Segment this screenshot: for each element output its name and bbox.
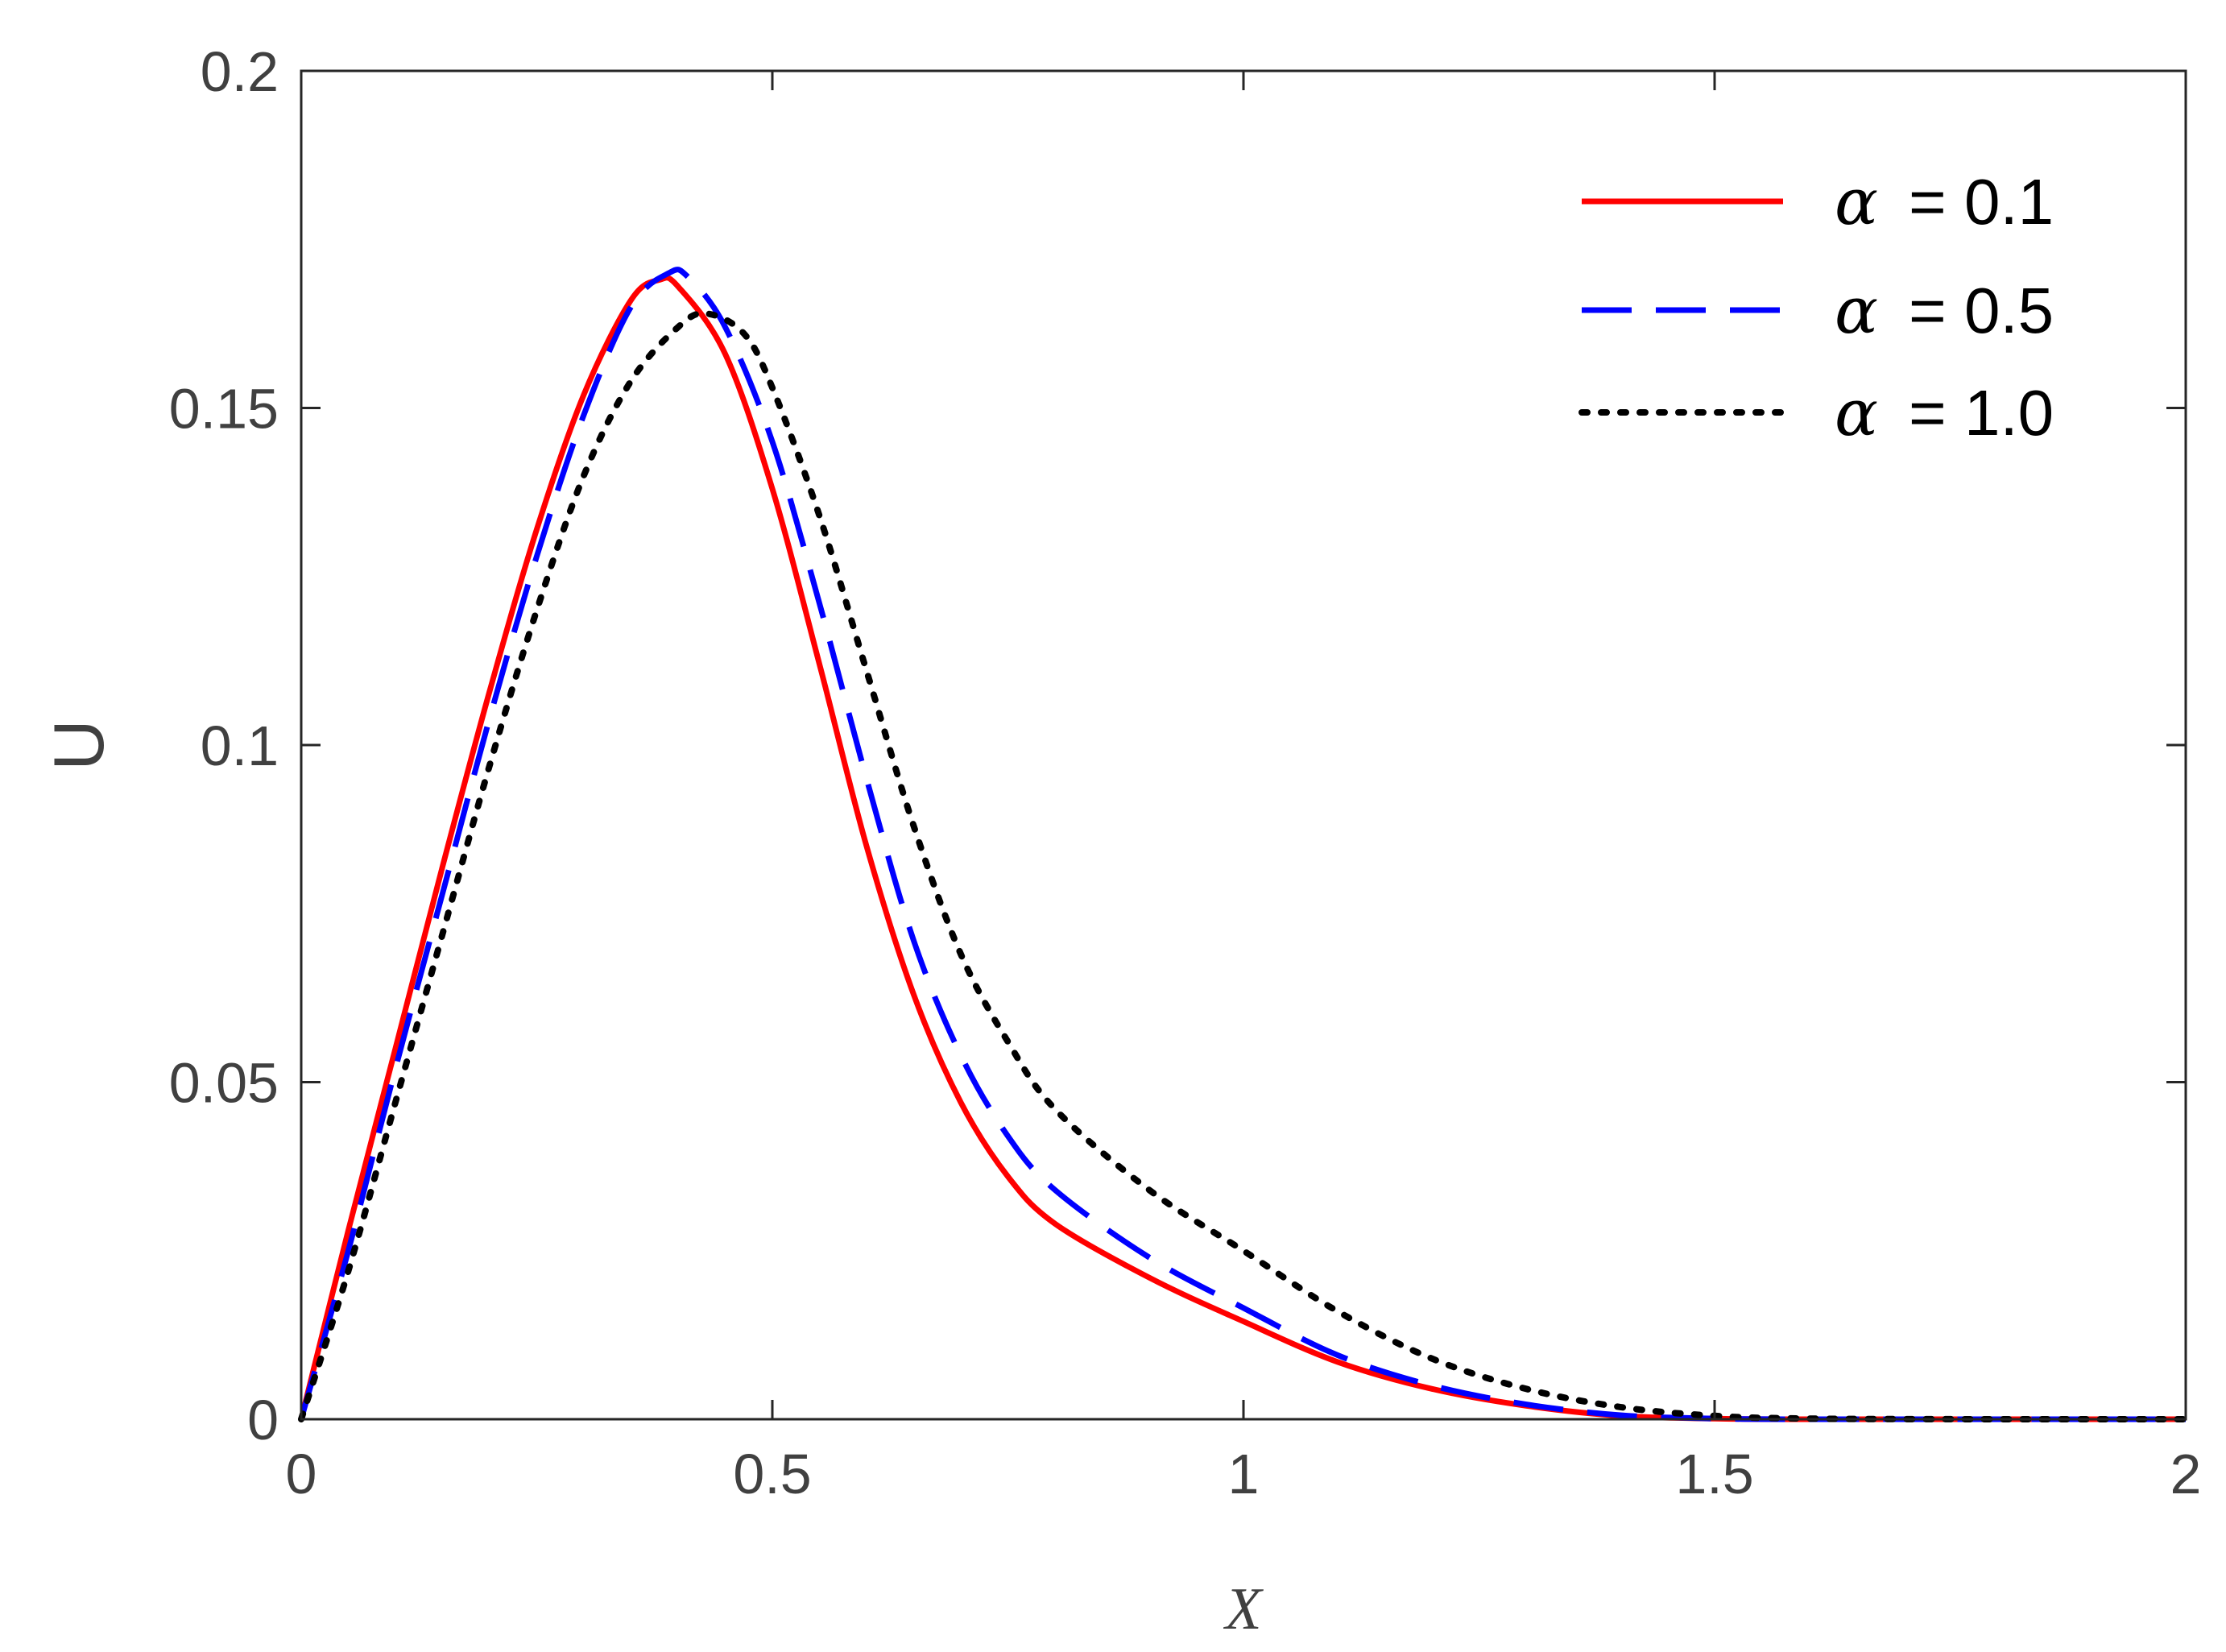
legend-symbol-alpha: α bbox=[1835, 375, 1878, 450]
x-tick-label-4: 2 bbox=[2170, 1443, 2202, 1505]
legend-entry-2: α = 1.0 bbox=[1578, 375, 2054, 450]
legend-symbol-alpha: α bbox=[1835, 164, 1878, 239]
y-tick-label-3: 0.15 bbox=[169, 378, 279, 441]
y-axis-label: U bbox=[39, 719, 118, 771]
x-axis-label: X bbox=[1223, 1576, 1264, 1642]
legend-value-0: = 0.1 bbox=[1909, 166, 2054, 238]
series-line-2 bbox=[298, 310, 2189, 1423]
y-tick-label-0: 0 bbox=[247, 1389, 279, 1451]
series-layer bbox=[298, 267, 2189, 1423]
legend-value-2: = 1.0 bbox=[1909, 377, 2054, 449]
series-line-1 bbox=[298, 267, 2186, 1422]
x-tick-label-0: 0 bbox=[286, 1443, 317, 1505]
legend: α = 0.1 α = 0.5 α = 1.0 bbox=[1578, 164, 2054, 450]
y-tick-label-2: 0.1 bbox=[201, 714, 279, 777]
ticks-layer bbox=[300, 69, 2187, 1421]
x-tick-label-2: 1 bbox=[1228, 1443, 1260, 1505]
y-tick-label-1: 0.05 bbox=[169, 1052, 279, 1115]
legend-entry-0: α = 0.1 bbox=[1582, 164, 2054, 239]
legend-value-1: = 0.5 bbox=[1909, 275, 2054, 346]
y-tick-label-4: 0.2 bbox=[201, 40, 279, 103]
x-tick-label-3: 1.5 bbox=[1675, 1443, 1753, 1505]
tick-labels-layer: 0 0.5 1 1.5 2 0 0.05 0.1 0.15 0.2 bbox=[169, 40, 2202, 1505]
series-line-0 bbox=[298, 275, 2186, 1422]
legend-symbol-alpha: α bbox=[1835, 273, 1878, 348]
legend-entry-1: α = 0.5 bbox=[1582, 273, 2054, 348]
x-tick-label-1: 0.5 bbox=[733, 1443, 811, 1505]
